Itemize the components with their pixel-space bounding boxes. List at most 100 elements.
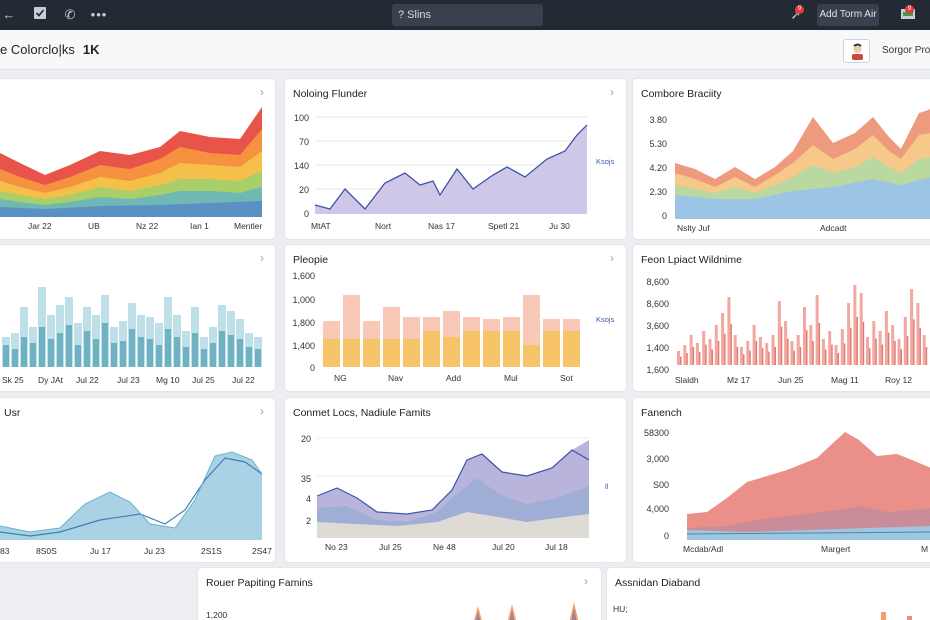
bar-top (423, 317, 440, 331)
combo-area-chart (675, 109, 930, 219)
y-tick: 0 (303, 209, 309, 219)
chevron-right-icon[interactable]: › (260, 251, 264, 265)
y-tick: 140 (293, 161, 309, 171)
bar (891, 325, 895, 365)
x-tick: Mcdab/Adl (683, 544, 724, 554)
bar (752, 325, 756, 365)
y-tick: 2 (305, 516, 311, 526)
x-tick: Jul 25 (379, 542, 402, 552)
bar (872, 321, 876, 365)
bar-front (174, 337, 180, 367)
phone-icon[interactable]: ✆ (64, 7, 76, 22)
bar-front (183, 347, 189, 367)
bar-base (503, 331, 520, 367)
bar-accent (787, 338, 789, 365)
bar-front (21, 337, 27, 367)
bar (815, 295, 819, 365)
bar-front (219, 331, 225, 367)
bar-front (246, 347, 252, 367)
bar-accent (881, 344, 884, 365)
checkbox-icon[interactable] (31, 6, 49, 24)
search-input[interactable]: ? Slins (392, 4, 543, 26)
chevron-right-icon[interactable]: › (260, 85, 264, 99)
x-tick: Sk 25 (2, 375, 24, 385)
bar-accent (906, 336, 909, 365)
arrow-left-icon[interactable]: ← (2, 7, 16, 22)
inbox-badge: 9 (905, 5, 914, 14)
card-title: Usr (4, 407, 21, 419)
x-tick: Ju 30 (549, 221, 570, 231)
bar-front (201, 349, 207, 367)
x-tick: 2S1S (201, 546, 222, 556)
bar (916, 303, 920, 365)
y-tick: 3,600 (646, 321, 669, 331)
y-tick: 0 (661, 211, 667, 221)
bar-accent (698, 351, 701, 365)
profile-menu[interactable]: Sorgor Prom (882, 45, 930, 56)
area-fill (0, 452, 262, 540)
y-tick: 1,000 (292, 295, 315, 305)
y-tick: 2.30 (649, 187, 667, 197)
chevron-right-icon[interactable]: › (584, 574, 588, 588)
bar-front (111, 343, 117, 367)
y-tick: 20 (298, 185, 309, 195)
bar-front (237, 339, 243, 367)
bar (740, 347, 743, 365)
series-line (314, 124, 588, 210)
bar (881, 612, 886, 620)
pin-icon[interactable]: ➚ (790, 7, 802, 22)
bar-base (523, 345, 540, 367)
y-tick: 3.80 (649, 115, 667, 125)
search-label: ? Slins (398, 9, 432, 21)
chevron-right-icon[interactable]: › (610, 251, 614, 265)
y-tick: 100 (293, 113, 309, 123)
page-title-text: e Colorclo|ks (0, 42, 75, 57)
bar-accent (850, 327, 852, 365)
bar (859, 293, 863, 365)
bar-top (523, 295, 540, 345)
x-tick: Mz 17 (727, 375, 751, 385)
x-tick: 2S47 (252, 546, 272, 556)
legend-label: Ksojs (596, 157, 615, 166)
bar (721, 313, 725, 365)
page-count: 1K (82, 42, 100, 57)
bar-top (343, 295, 360, 339)
inbox-icon[interactable] (899, 6, 917, 24)
x-tick: No 23 (325, 542, 348, 552)
bar-front (147, 339, 153, 367)
card-rouer-papiting: Rouer Papiting Famins › 1,200 (198, 568, 601, 620)
blue-area-chart (0, 451, 263, 540)
bar-base (463, 331, 480, 367)
chevron-right-icon[interactable]: › (260, 404, 264, 418)
bar-front (75, 345, 81, 367)
bar (746, 341, 750, 365)
bar-accent (824, 349, 827, 365)
y-tick: 8,600 (646, 299, 669, 309)
chevron-right-icon[interactable]: › (610, 85, 614, 99)
bar (695, 343, 699, 365)
x-tick: NG (334, 373, 347, 383)
y-tick: 8,600 (646, 277, 669, 287)
bar-front (93, 339, 99, 367)
bar-accent (818, 323, 821, 365)
bar-accent (843, 343, 846, 365)
bar-accent (761, 348, 764, 365)
bar-accent (692, 347, 695, 365)
y-tick: 4,000 (646, 504, 669, 514)
bar (677, 351, 680, 365)
add-button[interactable]: Add Torm Air (817, 4, 879, 26)
pink-bar-chart (677, 285, 928, 365)
bar (765, 343, 769, 365)
card-assnidan: Assnidan Diaband HU; (607, 568, 930, 620)
card-title: Combore Braciity (641, 88, 722, 100)
avatar[interactable] (843, 39, 870, 63)
bar-front (30, 343, 36, 367)
x-tick: 83 (0, 546, 10, 556)
y-tick: S00 (652, 480, 669, 490)
bar-accent (717, 341, 720, 365)
y-tick: 1,600 (292, 271, 315, 281)
top-bar: ← ✆ ••• ? Slins ➚ 9 Add Torm Air 9 (0, 0, 930, 30)
card-feon-lpiact: Feon Lpiact Wildnime 8,600 8,600 3,600 1… (633, 245, 930, 391)
x-tick: Jul 23 (117, 375, 140, 385)
more-icon[interactable]: ••• (90, 7, 108, 22)
